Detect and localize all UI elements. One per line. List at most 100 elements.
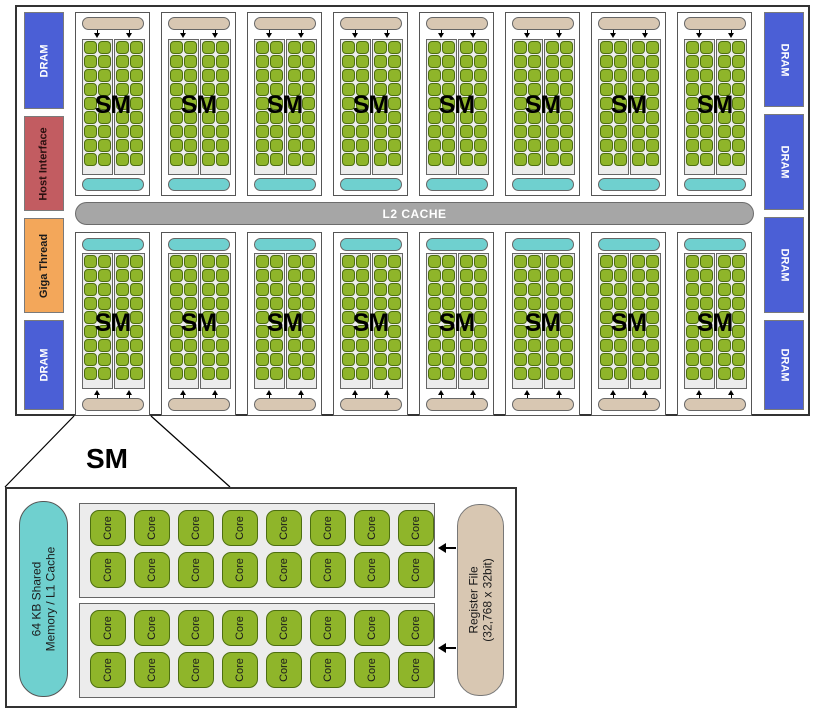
sm-core xyxy=(170,97,183,110)
sm-core xyxy=(270,339,283,352)
sm-core xyxy=(560,339,573,352)
sm-core xyxy=(374,255,387,268)
sm-core xyxy=(600,353,613,366)
sm-core xyxy=(130,325,143,338)
sm-core xyxy=(288,97,301,110)
sm-core xyxy=(474,283,487,296)
sm-core xyxy=(98,55,111,68)
sm-core xyxy=(614,55,627,68)
sm-register-file xyxy=(340,17,402,30)
sm-core xyxy=(428,367,441,380)
sm-core xyxy=(342,297,355,310)
sm-core xyxy=(216,83,229,96)
sm-core xyxy=(256,125,269,138)
core-label: Core xyxy=(234,658,246,682)
sm-register-file xyxy=(426,398,488,411)
sm-core xyxy=(732,55,745,68)
sm-core xyxy=(216,297,229,310)
sm-core xyxy=(632,339,645,352)
sm-core xyxy=(646,311,659,324)
sm-core xyxy=(732,153,745,166)
sm-core xyxy=(428,69,441,82)
core-label: Core xyxy=(278,616,290,640)
sm-core xyxy=(528,139,541,152)
sm-core xyxy=(288,339,301,352)
core: Core xyxy=(266,652,302,688)
sm-core-column xyxy=(716,39,747,175)
sm-core xyxy=(130,139,143,152)
sm-core xyxy=(356,269,369,282)
sm-core xyxy=(528,97,541,110)
sm-l1-cache xyxy=(512,178,574,191)
sm-core xyxy=(428,41,441,54)
sm-core xyxy=(600,153,613,166)
sm-l1-cache xyxy=(512,238,574,251)
sm-arrow-stem xyxy=(699,30,700,34)
sm-core xyxy=(98,255,111,268)
sm-core xyxy=(256,55,269,68)
sm-core xyxy=(388,69,401,82)
sm-core xyxy=(474,367,487,380)
sm-l1-cache xyxy=(254,238,316,251)
sm-core xyxy=(718,125,731,138)
sm-core xyxy=(514,125,527,138)
sm-core xyxy=(700,297,713,310)
sm-core xyxy=(130,125,143,138)
core: Core xyxy=(354,552,390,588)
sm-core xyxy=(514,325,527,338)
sm-arrow-stem xyxy=(387,394,388,398)
sm-core xyxy=(700,125,713,138)
sm-core xyxy=(428,269,441,282)
sm-core xyxy=(442,139,455,152)
core: Core xyxy=(178,510,214,546)
sm-core xyxy=(130,367,143,380)
sm-core xyxy=(116,339,129,352)
sm-register-file xyxy=(684,398,746,411)
core-label: Core xyxy=(410,516,422,540)
zoom-line-right xyxy=(150,415,231,488)
sm-core xyxy=(288,125,301,138)
sm-core xyxy=(718,83,731,96)
sm-core xyxy=(388,339,401,352)
sm-core xyxy=(98,325,111,338)
sm-core xyxy=(302,339,315,352)
core-label: Core xyxy=(410,558,422,582)
sm-core xyxy=(302,255,315,268)
sm-core xyxy=(342,255,355,268)
sm-core xyxy=(474,269,487,282)
core-label: Core xyxy=(146,658,158,682)
sm-core xyxy=(600,41,613,54)
arrow-down-icon xyxy=(212,33,218,38)
sm-core xyxy=(646,297,659,310)
sm-l1-cache xyxy=(426,238,488,251)
sm-core xyxy=(614,339,627,352)
sm-core xyxy=(514,83,527,96)
sm-core-column xyxy=(544,39,575,175)
sm-core xyxy=(256,311,269,324)
sm-core xyxy=(270,311,283,324)
sm-core xyxy=(528,311,541,324)
sm-core xyxy=(442,353,455,366)
sm-core xyxy=(98,97,111,110)
sm-core xyxy=(686,69,699,82)
sm-core xyxy=(528,55,541,68)
arrow-down-icon xyxy=(556,33,562,38)
sm-core xyxy=(718,69,731,82)
sm-core xyxy=(388,367,401,380)
dram-left-top: DRAM xyxy=(24,12,64,109)
sm-core xyxy=(374,97,387,110)
core: Core xyxy=(310,652,346,688)
core-label: Core xyxy=(190,658,202,682)
sm-core xyxy=(342,367,355,380)
sm-core xyxy=(216,367,229,380)
core: Core xyxy=(134,610,170,646)
sm-core xyxy=(460,153,473,166)
sm-core xyxy=(270,325,283,338)
sm-core xyxy=(442,55,455,68)
sm-core xyxy=(732,311,745,324)
sm-core xyxy=(184,139,197,152)
sm-core xyxy=(732,255,745,268)
sm-core-column xyxy=(372,39,403,175)
sm-core-column xyxy=(684,253,715,389)
sm-core xyxy=(84,283,97,296)
